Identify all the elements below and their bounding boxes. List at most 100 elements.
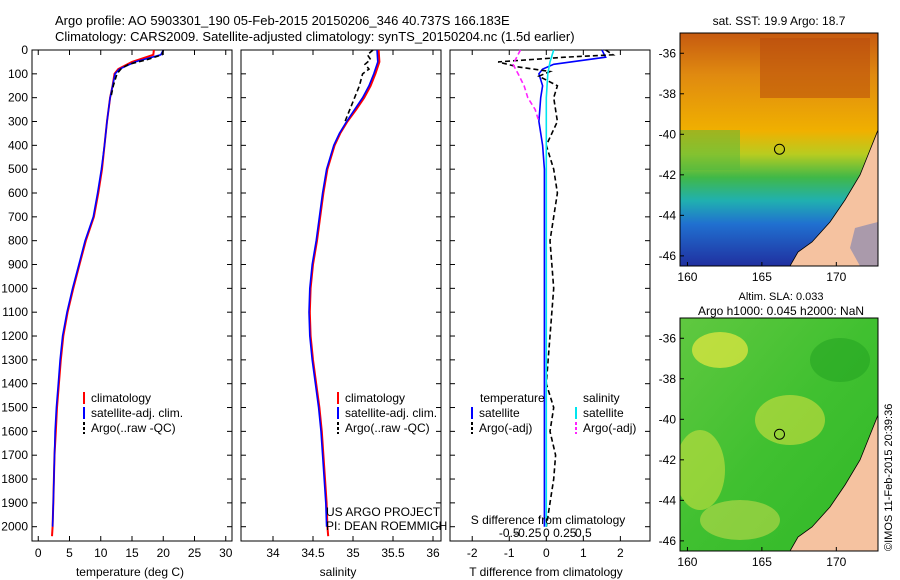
y-tick-label: 800 [8, 234, 28, 248]
y-tick-label: 1800 [1, 472, 28, 486]
temperature-xlabel: temperature (deg C) [76, 565, 184, 579]
map-y-tick-label: -36 [659, 46, 677, 60]
x-tick-label: 35.5 [381, 546, 405, 560]
y-tick-label: 600 [8, 186, 28, 200]
y-tick-label: 700 [8, 210, 28, 224]
series-line-satellite [545, 49, 555, 527]
y-tick-label: 500 [8, 162, 28, 176]
x-tick-label-s: 0 [543, 526, 550, 540]
y-tick-label: 100 [8, 67, 28, 81]
project-name: US ARGO PROJECT [326, 505, 441, 519]
x-tick-label: -2 [467, 546, 478, 560]
x-tick-label: 2 [617, 546, 624, 560]
x-tick-label: 35 [346, 546, 360, 560]
x-tick-label: 0 [543, 546, 550, 560]
difference-xlabel: T difference from climatology [469, 565, 623, 579]
y-tick-label: 1500 [1, 401, 28, 415]
difference-axes-frame [449, 49, 651, 542]
legend-label-argo: Argo(..raw -QC) [91, 421, 176, 435]
sst-map-title: sat. SST: 19.9 Argo: 18.7 [713, 14, 846, 28]
salinity-axes-frame [240, 49, 442, 542]
series-line-argo-raw-qc- [344, 49, 374, 122]
legend-label-s-argo: Argo(-adj) [583, 421, 636, 435]
y-tick-label: 0 [21, 43, 28, 57]
map-y-tick-label: -40 [659, 412, 677, 426]
argo-location-marker [773, 428, 785, 440]
y-tick-label: 2000 [1, 520, 28, 534]
map-x-tick-label: 160 [677, 555, 697, 569]
y-tick-label: 1900 [1, 496, 28, 510]
y-tick-label: 1700 [1, 448, 28, 462]
x-tick-label: 30 [219, 546, 233, 560]
legend-label-satellite: satellite-adj. clim. [345, 406, 437, 420]
map-x-tick-label: 165 [752, 555, 772, 569]
legend-label-s-satellite: satellite [583, 406, 624, 420]
x-tick-label-s: 0.25 [553, 526, 577, 540]
y-tick-label: 400 [8, 138, 28, 152]
x-tick-label: -1 [504, 546, 515, 560]
sla-map-frame [679, 317, 879, 552]
series-line-satellite [538, 49, 607, 527]
x-tick-label-s: -0.5 [499, 526, 520, 540]
map-y-tick-label: -36 [659, 331, 677, 345]
x-tick-label: 0 [35, 546, 42, 560]
series-line-climatology [308, 49, 381, 537]
x-tick-label: 34.5 [301, 546, 325, 560]
temperature-legend: climatology satellite-adj. clim. Argo(..… [83, 391, 183, 435]
series-line-argo-adj- [497, 49, 616, 527]
figure-title-line2: Climatology: CARS2009. Satellite-adjuste… [55, 29, 575, 44]
sla-map: Altim. SLA: 0.033 Argo h1000: 0.045 h200… [659, 291, 879, 569]
x-tick-label: 34 [266, 546, 280, 560]
map-y-tick-label: -38 [659, 87, 677, 101]
legend-heading-temperature: temperature [480, 391, 545, 405]
legend-label-satellite: satellite-adj. clim. [91, 406, 183, 420]
sla-map-subtitle: Argo h1000: 0.045 h2000: NaN [698, 304, 864, 318]
map-y-tick-label: -44 [659, 493, 677, 507]
salinity-legend: climatology satellite-adj. clim. Argo(..… [337, 391, 437, 435]
map-y-tick-label: -40 [659, 127, 677, 141]
difference-xlabel-top: S difference from climatology [471, 513, 626, 527]
new-zealand-land [789, 129, 878, 266]
sla-map-title: Altim. SLA: 0.033 [739, 291, 824, 303]
map-y-tick-label: -42 [659, 168, 677, 182]
timestamp-stamp: ©IMOS 11-Feb-2015 20:39:36 [883, 404, 895, 551]
x-tick-label: 1 [580, 546, 587, 560]
series-line-satellite-adj-clim- [308, 49, 379, 527]
difference-panel: -2 -1 0 1 2 -0.5-0.25 0 0.250.5 [449, 49, 651, 560]
sst-map: sat. SST: 19.9 Argo: 18.7 160 165 170 -36 -3… [659, 14, 879, 284]
argo-location-marker [773, 143, 785, 155]
x-tick-label: 20 [157, 546, 171, 560]
legend-label-climatology: climatology [91, 391, 151, 405]
series-line-argo-adj- [512, 49, 540, 122]
difference-legend: temperature satellite Argo(-adj) salinit… [471, 391, 636, 435]
legend-label-argo: Argo(..raw -QC) [345, 421, 430, 435]
y-tick-label: 1400 [1, 377, 28, 391]
map-x-tick-label: 170 [826, 555, 846, 569]
map-y-tick-label: -42 [659, 453, 677, 467]
series-line-satellite-adj-clim- [51, 49, 165, 527]
x-tick-label: 36 [426, 546, 440, 560]
salinity-panel: 34 34.5 35 35.5 36 [240, 49, 442, 560]
y-tick-label: 1000 [1, 281, 28, 295]
x-tick-label: 10 [94, 546, 108, 560]
y-tick-label: 900 [8, 258, 28, 272]
map-x-tick-label: 170 [826, 270, 846, 284]
new-zealand-land [789, 414, 878, 551]
legend-label-t-satellite: satellite [479, 406, 520, 420]
y-tick-label: 1600 [1, 424, 28, 438]
temperature-axes-frame [31, 49, 233, 542]
salinity-xlabel: salinity [320, 565, 357, 579]
x-tick-label: 25 [188, 546, 202, 560]
figure-title-line1: Argo profile: AO 5903301_190 05-Feb-2015… [55, 13, 510, 28]
x-tick-label: 5 [66, 546, 73, 560]
legend-label-climatology: climatology [345, 391, 405, 405]
y-tick-label: 1300 [1, 353, 28, 367]
legend-label-t-argo: Argo(-adj) [479, 421, 532, 435]
map-y-tick-label: -44 [659, 208, 677, 222]
x-tick-label-s: 0.5 [575, 526, 592, 540]
temperature-panel: 0 5 10 15 20 25 300100200300400500600700800900… [1, 43, 232, 560]
series-line-climatology [51, 49, 155, 537]
y-tick-label: 300 [8, 115, 28, 129]
y-tick-label: 1200 [1, 329, 28, 343]
